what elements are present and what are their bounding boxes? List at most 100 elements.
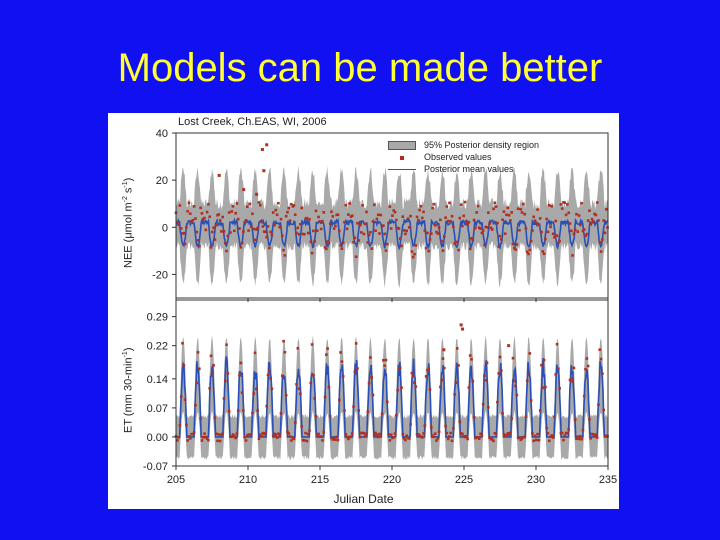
et-observed-point (512, 379, 516, 383)
et-observed-point (328, 414, 332, 418)
nee-observed-point (182, 231, 186, 235)
et-observed-point (588, 417, 591, 421)
nee-observed-point (398, 237, 402, 240)
legend-swatch-mean (388, 165, 416, 174)
nee-observed-point (531, 229, 534, 232)
et-observed-point (446, 437, 450, 441)
et-observed-point (376, 435, 380, 439)
et-observed-point (283, 350, 287, 354)
nee-observed-point (295, 231, 298, 235)
nee-observed-point (568, 222, 572, 225)
nee-observed-point (465, 220, 468, 223)
nee-observed-point (337, 229, 341, 233)
nee-observed-point (315, 229, 319, 233)
nee-observed-point (536, 208, 539, 211)
chart-figure: -20 0 20 40 -0.07 0.00 0.07 0.14 0.22 0.29 205 210 2… (108, 113, 619, 509)
nee-observed-point (505, 213, 508, 217)
nee-observed-point (566, 203, 569, 206)
et-observed-point (284, 393, 288, 397)
nee-observed-point (446, 219, 450, 223)
nee-observed-point (542, 252, 546, 256)
nee-observed-point (278, 225, 281, 229)
nee-observed-point (502, 210, 506, 214)
et-observed-point (523, 435, 526, 439)
nee-observed-point (524, 227, 528, 230)
nee-observed-point (518, 228, 521, 232)
nee-observed-point (309, 240, 313, 244)
et-observed-point (178, 424, 182, 427)
et-observed-point (252, 392, 256, 395)
nee-observed-point (239, 246, 243, 249)
nee-observed-point (577, 214, 581, 217)
et-observed-point (325, 353, 328, 356)
et-observed-point (602, 408, 605, 412)
y-tick-label: 0.14 (147, 374, 168, 386)
nee-observed-point (303, 232, 306, 236)
nee-observed-point (348, 202, 351, 205)
et-observed-point (322, 430, 326, 434)
et-observed-point (396, 388, 399, 392)
et-observed-point (371, 393, 375, 397)
nee-observed-point (560, 207, 564, 210)
nee-observed-point (575, 212, 578, 216)
nee-observed-point (363, 222, 367, 226)
nee-observed-point (270, 233, 274, 237)
nee-observed-point (178, 204, 182, 207)
et-observed-point (292, 437, 296, 441)
et-observed-point (498, 355, 502, 359)
nee-observed-point (453, 242, 456, 245)
et-observed-point (243, 436, 246, 439)
et-observed-point (534, 438, 538, 442)
et-observed-point (392, 436, 396, 439)
nee-observed-point (238, 227, 241, 230)
et-observed-point (579, 435, 582, 438)
et-observed-point (441, 357, 445, 360)
et-observed-point (234, 436, 237, 440)
nee-observed-point (594, 213, 598, 217)
et-observed-point (258, 433, 262, 436)
et-observed-point (436, 436, 440, 440)
et-observed-point (529, 399, 533, 402)
chart-title: Lost Creek, Ch.EAS, WI, 2006 (178, 116, 327, 128)
et-observed-point (222, 397, 226, 400)
et-observed-point (240, 391, 244, 394)
et-observed-point (296, 347, 300, 350)
nee-observed-point (347, 213, 350, 216)
nee-observed-point (371, 220, 375, 223)
et-observed-point (335, 435, 339, 439)
et-observed-point (542, 358, 546, 362)
et-observed-point (395, 414, 398, 417)
et-observed-point (384, 358, 388, 362)
nee-observed-point (480, 231, 484, 235)
et-observed-point (274, 433, 278, 437)
nee-observed-point (296, 226, 300, 230)
et-observed-point (200, 439, 204, 442)
nee-observed-point (479, 227, 482, 230)
nee-observed-point (183, 242, 187, 246)
nee-observed-point (260, 220, 263, 224)
et-observed-point (264, 431, 267, 435)
chart-svg: -20 0 20 40 -0.07 0.00 0.07 0.14 0.22 0.29 205 210 2… (143, 128, 617, 486)
y-tick-label: 0 (162, 222, 168, 234)
et-observed-point (293, 421, 297, 424)
nee-observed-point (554, 219, 558, 223)
nee-observed-point (300, 206, 304, 210)
nee-observed-point (472, 218, 476, 222)
et-observed-point (457, 364, 460, 367)
nee-observed-point (217, 173, 221, 177)
et-observed-point (363, 434, 367, 438)
et-observed-point (203, 432, 206, 435)
nee-observed-point (255, 192, 259, 196)
et-observed-point (586, 364, 590, 368)
et-observed-point (290, 439, 293, 442)
et-observed-point (533, 434, 537, 438)
nee-observed-point (179, 227, 183, 230)
et-observed-point (440, 378, 443, 382)
nee-observed-point (210, 230, 214, 234)
et-observed-point (266, 373, 270, 377)
et-observed-point (175, 439, 179, 442)
nee-observed-point (293, 213, 297, 217)
nee-observed-point (436, 232, 440, 235)
et-observed-point (354, 342, 358, 345)
et-observed-point (235, 432, 239, 435)
